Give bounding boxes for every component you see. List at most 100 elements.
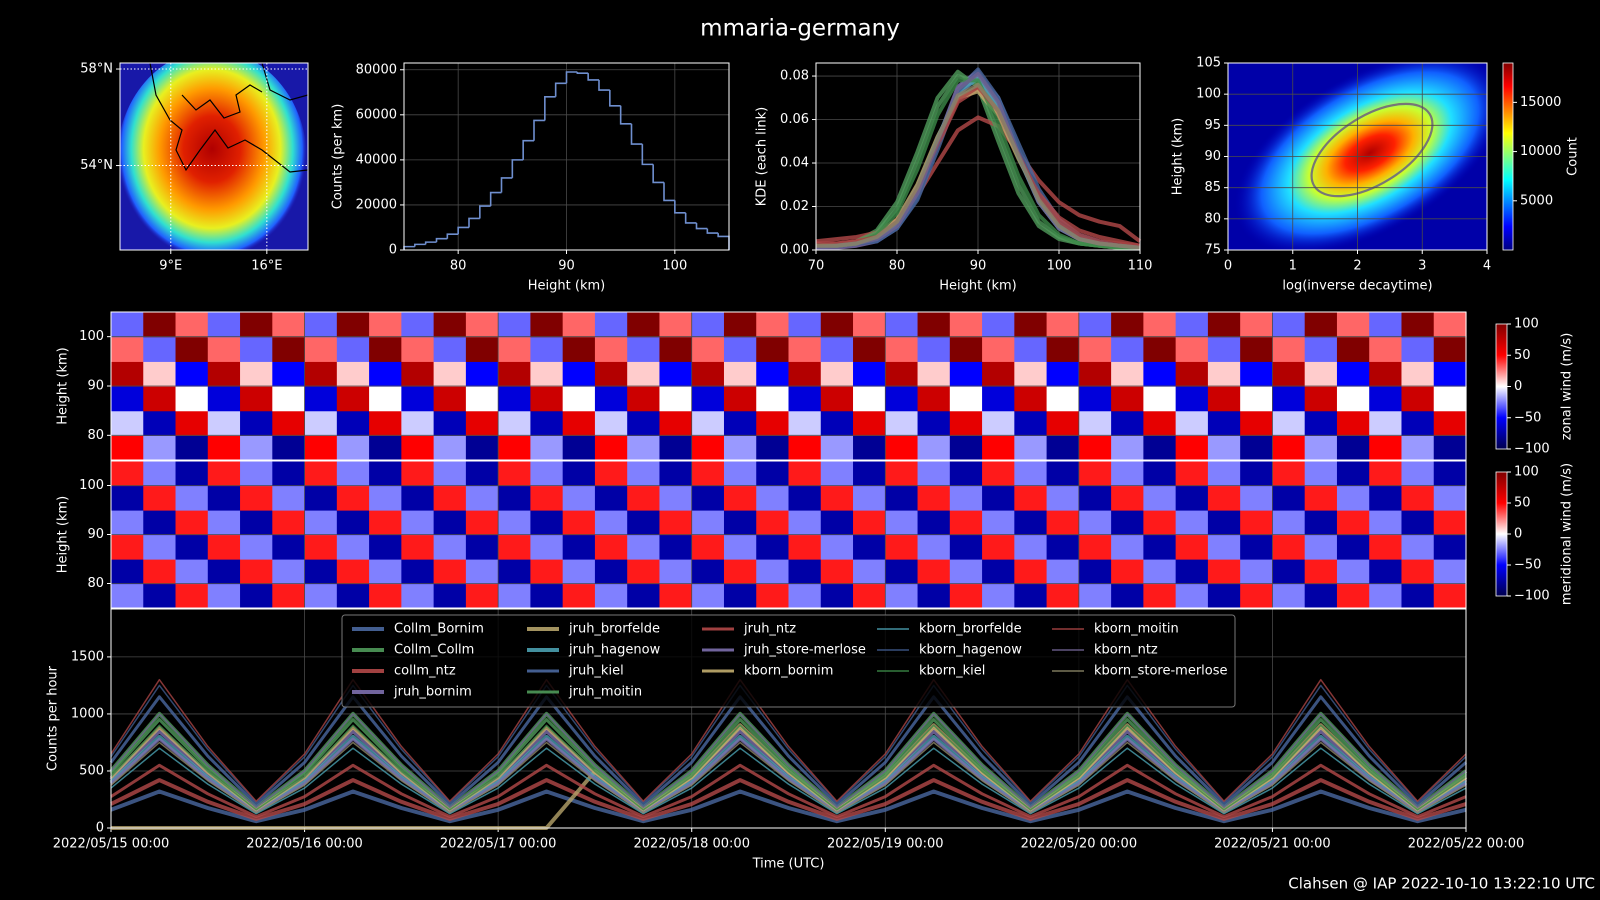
heat-cell [1304,461,1338,487]
heat-cell [1369,510,1403,536]
heat-cell [1336,461,1370,487]
heat-cell [982,510,1015,536]
heat-cell [401,583,435,609]
heat-cell [594,583,628,609]
heat-cell [1240,510,1274,536]
heat-cell [1014,361,1048,387]
heat-cell [627,559,661,585]
x-tick-label: 9°E [159,259,182,274]
heat-cell [272,435,306,461]
heat-cell [240,386,273,412]
heat-cell [304,386,338,412]
heat-cell [756,461,790,487]
heat-cell [982,361,1015,387]
heat-cell [723,386,757,412]
y-tick-label: 54°N [80,158,113,173]
colorbar-label: zonal wind (m/s) [1560,333,1575,441]
histogram-bin [479,205,491,219]
heat-cell [1207,386,1241,412]
series-line [110,763,1467,819]
heat-cell [659,336,693,362]
heat-cell [530,336,564,362]
heat-cell [1240,534,1274,560]
heat-cell [1175,410,1209,436]
footer: Clahsen @ IAP 2022-10-10 13:22:10 UTC [1288,875,1595,893]
heat-cell [433,361,467,387]
heat-cell [498,461,532,487]
heat-cell [1014,312,1048,338]
y-tick-label: 100 [1196,87,1221,102]
heat-cell [111,461,144,487]
x-tick-label: 2 [1353,259,1361,274]
histogram-bin [424,241,437,245]
heat-cell [1014,410,1048,436]
heat-cell [1272,510,1306,536]
heat-cell [788,534,822,560]
heat-cell [917,510,951,536]
heat-cell [885,485,919,511]
heat-cell [207,510,241,536]
heat-cell [498,410,532,436]
heat-cell [336,461,370,487]
y-axis-label: Counts per hour [46,665,61,771]
colorbar-tick-label: 15000 [1520,95,1561,110]
histogram-bin [619,105,632,125]
heat-cell [691,510,725,536]
heat-cell [369,534,402,560]
heat-cell [885,559,919,585]
colorbar-tick-label: 0 [1514,379,1522,394]
map-coastline [149,63,308,173]
heat-cell [917,485,951,511]
heat-cell [1401,485,1435,511]
colorbar-label: Count [1566,137,1581,176]
y-tick-label: 500 [79,763,104,778]
heat-cell [143,336,177,362]
heat-cell [949,336,983,362]
x-axis-label: Height (km) [528,279,605,294]
heat-cell [691,361,725,387]
heat-cell [594,485,628,511]
heat-cell [756,534,790,560]
heat-cell [498,386,532,412]
heat-cell [1369,361,1403,387]
heat-cell [627,461,661,487]
y-tick-label: 80 [87,576,104,591]
legend-label: jruh_brorfelde [568,622,660,637]
heat-cell [498,312,532,338]
heat-cell [1143,312,1177,338]
figure-title: mmaria-germany [700,16,900,42]
heat-cell [530,461,564,487]
series-line [816,82,1141,250]
series-line [110,713,1467,809]
heat-cell [659,485,693,511]
heat-cell [1014,386,1048,412]
heat-cell [982,485,1015,511]
colorbar-tick-label: −100 [1514,442,1550,457]
heat-cell [240,410,273,436]
heat-cell [433,461,467,487]
legend-label: jruh_bornim [393,685,472,700]
heat-cell [594,461,628,487]
heat-cell [1369,435,1403,461]
heat-cell [530,312,564,338]
heat-cell [111,583,144,609]
heat-cell [336,361,370,387]
heat-cell [917,386,951,412]
heat-cell [1143,583,1177,609]
heat-cell [175,485,209,511]
x-tick-label: 80 [889,259,906,274]
heat-cell [949,559,983,585]
heat-cell [1336,410,1370,436]
heat-cell [820,361,854,387]
y-tick-label: 58°N [80,62,113,77]
heat-cell [691,435,725,461]
heat-cell [143,312,177,338]
heat-cell [175,435,209,461]
heat-cell [885,336,919,362]
histogram-bin [598,79,610,91]
heat-cell [369,559,402,585]
heat-cell [1304,336,1338,362]
heat-cell [594,559,628,585]
y-axis-label: Height (km) [56,496,71,573]
heat-cell [820,510,854,536]
